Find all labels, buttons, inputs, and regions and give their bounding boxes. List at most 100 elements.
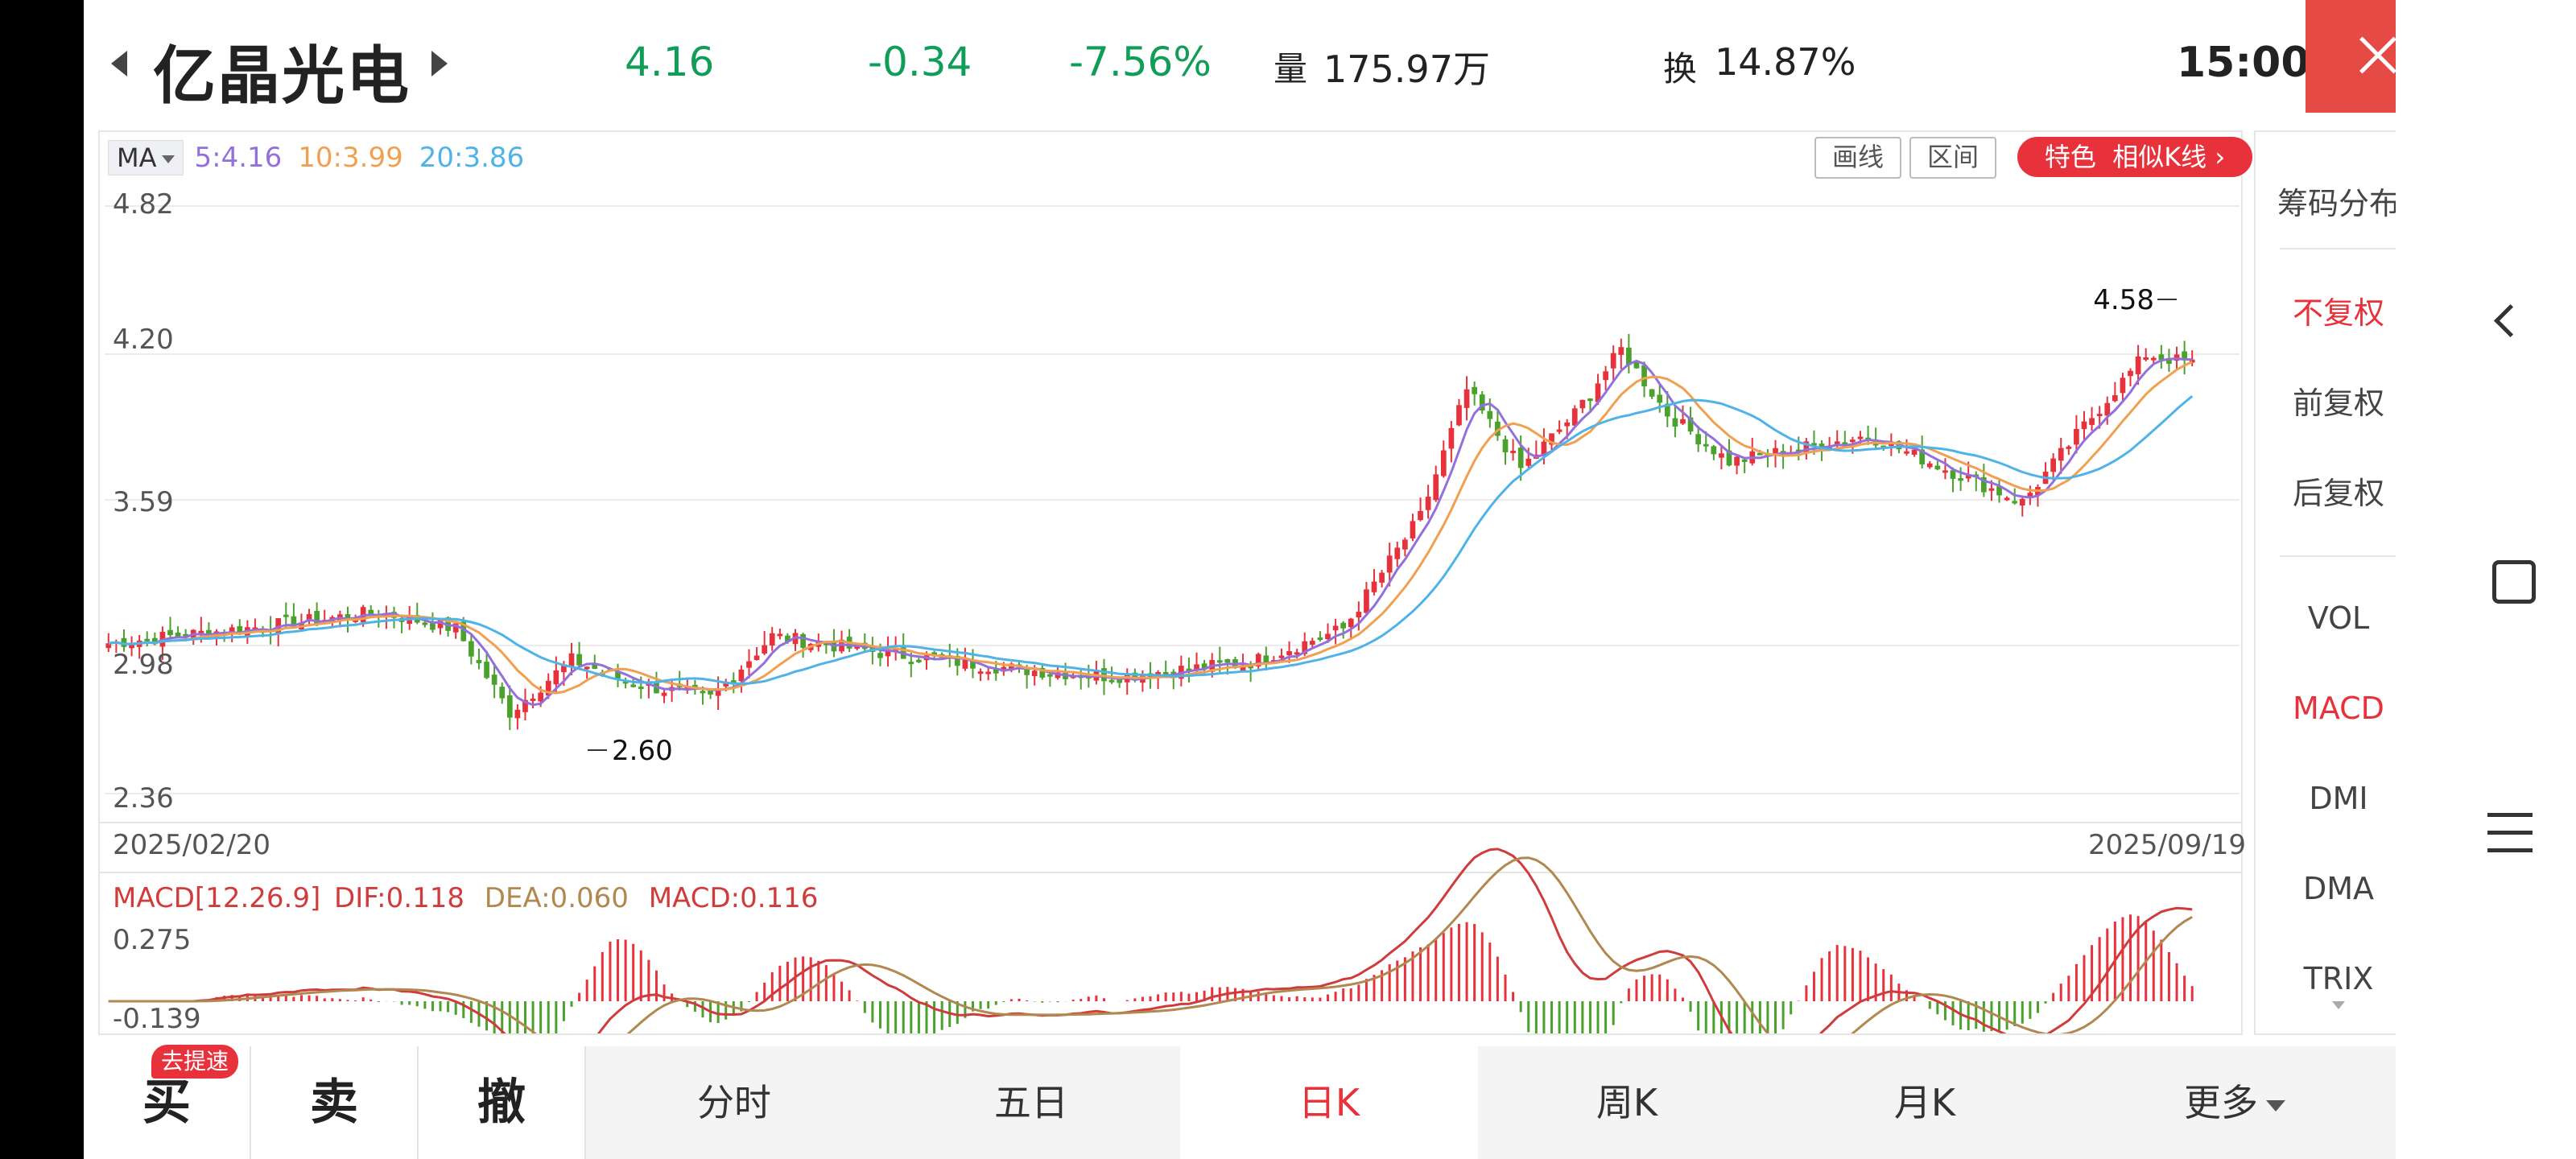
candle-body	[746, 661, 752, 668]
candle-body	[469, 641, 474, 657]
tab-more[interactable]: 更多	[2074, 1046, 2396, 1159]
candle-body	[1610, 353, 1616, 369]
candle-body	[1549, 433, 1554, 445]
candle-body	[2050, 458, 2057, 472]
candle-body	[476, 659, 482, 663]
candle-body	[1603, 371, 1608, 381]
candle-body	[1495, 421, 1501, 436]
trix-indicator-button[interactable]: TRIX	[2303, 961, 2374, 996]
candle-body	[291, 616, 297, 629]
candle-body	[877, 653, 883, 658]
macd-histogram	[200, 914, 2194, 1033]
candle-body	[1348, 618, 1354, 628]
tab-monthly-k[interactable]: 月K	[1893, 1081, 1956, 1124]
candle-body	[1356, 612, 1362, 618]
ma-selector[interactable]: MA	[108, 140, 184, 175]
candle-body	[1726, 450, 1732, 466]
tab-weekly-k[interactable]: 周K	[1596, 1081, 1658, 1124]
candle-body	[1734, 456, 1740, 466]
candle-body	[1456, 405, 1462, 426]
adj-backward-button[interactable]: 后复权	[2292, 476, 2384, 511]
candle-body	[1919, 449, 1926, 464]
candle-body	[1850, 439, 1856, 443]
candle-body	[538, 692, 544, 702]
adj-none-button[interactable]: 不复权	[2292, 295, 2384, 331]
candle-body	[430, 622, 436, 630]
ma20-value: 20:3.86	[419, 142, 525, 174]
candle-body	[1942, 470, 1948, 473]
sell-button[interactable]: 卖	[251, 1046, 417, 1159]
candle-body	[151, 637, 158, 645]
candle-body	[1926, 463, 1933, 468]
draw-line-button[interactable]: 画线	[1814, 137, 1901, 179]
candle-body	[576, 654, 582, 666]
candle-body	[1811, 443, 1817, 446]
candle-body	[1541, 441, 1547, 456]
candle-body	[129, 644, 134, 649]
scroll-down-icon[interactable]	[2332, 1001, 2345, 1009]
candle-body	[198, 630, 204, 633]
low-price-label: 2.60	[612, 735, 673, 767]
volume-value: 175.97万	[1323, 47, 1490, 91]
candle-body	[1803, 441, 1810, 452]
macd-indicator-button[interactable]: MACD	[2293, 691, 2384, 726]
back-icon[interactable]	[2493, 303, 2528, 338]
candle-body	[437, 619, 444, 629]
adj-forward-button[interactable]: 前复权	[2292, 386, 2384, 421]
tab-five-day[interactable]: 五日	[994, 1081, 1068, 1124]
ma10-value: 10:3.99	[298, 142, 403, 174]
candle-body	[1626, 347, 1632, 365]
tab-daily-k[interactable]: 日K	[1180, 1046, 1478, 1159]
candle-body	[1719, 453, 1724, 458]
kline-chart[interactable]: 4.58 2.60 MA 5:4.16 10:3.99 20:3.86 画线 区间…	[98, 130, 2252, 1035]
y-tick-label: 4.82	[113, 188, 174, 221]
dif-value: DIF:0.118	[334, 882, 464, 914]
dmi-indicator-button[interactable]: DMI	[2309, 781, 2368, 816]
candle-body	[1564, 422, 1571, 427]
candle-body	[1117, 679, 1123, 683]
range-button[interactable]: 区间	[1909, 137, 1996, 179]
close-button[interactable]	[2306, 0, 2396, 113]
similar-kline-button[interactable]: 特色 相似K线 ›	[2017, 137, 2252, 177]
speedup-badge[interactable]: 去提速	[151, 1045, 239, 1079]
candle-body	[460, 621, 467, 641]
candle-body	[622, 681, 629, 684]
chevron-down-icon	[2266, 1099, 2285, 1112]
candle-body	[2150, 357, 2157, 361]
macd-value: MACD:0.116	[648, 882, 819, 914]
cancel-order-button[interactable]: 撤	[419, 1046, 584, 1159]
home-icon[interactable]	[2492, 560, 2536, 604]
candle-body	[615, 671, 621, 678]
next-stock-icon[interactable]	[431, 51, 448, 76]
candle-body	[2012, 501, 2018, 504]
candle-body	[1842, 442, 1848, 445]
tab-intraday[interactable]: 分时	[697, 1081, 771, 1124]
vol-indicator-button[interactable]: VOL	[2307, 600, 2370, 636]
prev-stock-icon[interactable]	[111, 51, 127, 76]
menu-icon[interactable]	[2487, 813, 2533, 866]
candle-body	[1402, 539, 1408, 550]
candle-body	[506, 695, 513, 718]
y-tick-label: 4.20	[113, 324, 174, 356]
dma-indicator-button[interactable]: DMA	[2302, 871, 2375, 906]
candle-body	[1410, 521, 1416, 539]
candle-body	[993, 668, 999, 674]
candle-body	[1317, 637, 1323, 641]
candle-body	[105, 643, 112, 649]
candle-body	[2189, 359, 2195, 363]
turnover-label: 换	[1663, 49, 1698, 89]
candle-body	[954, 655, 960, 666]
candle-body	[229, 627, 235, 634]
candle-body	[1695, 434, 1702, 445]
candle-body	[592, 664, 598, 670]
candle-body	[1302, 641, 1308, 654]
candle-body	[2004, 497, 2010, 501]
candle-body	[1633, 362, 1640, 369]
candle-body	[1579, 399, 1586, 409]
kline-svg: 4.58 2.60	[100, 205, 2241, 1033]
candle-body	[1039, 667, 1046, 678]
chip-distribution-button[interactable]: 筹码分布	[2277, 186, 2396, 221]
candle-body	[1981, 477, 1987, 493]
candle-body	[1379, 572, 1385, 583]
candle-body	[1418, 510, 1423, 521]
